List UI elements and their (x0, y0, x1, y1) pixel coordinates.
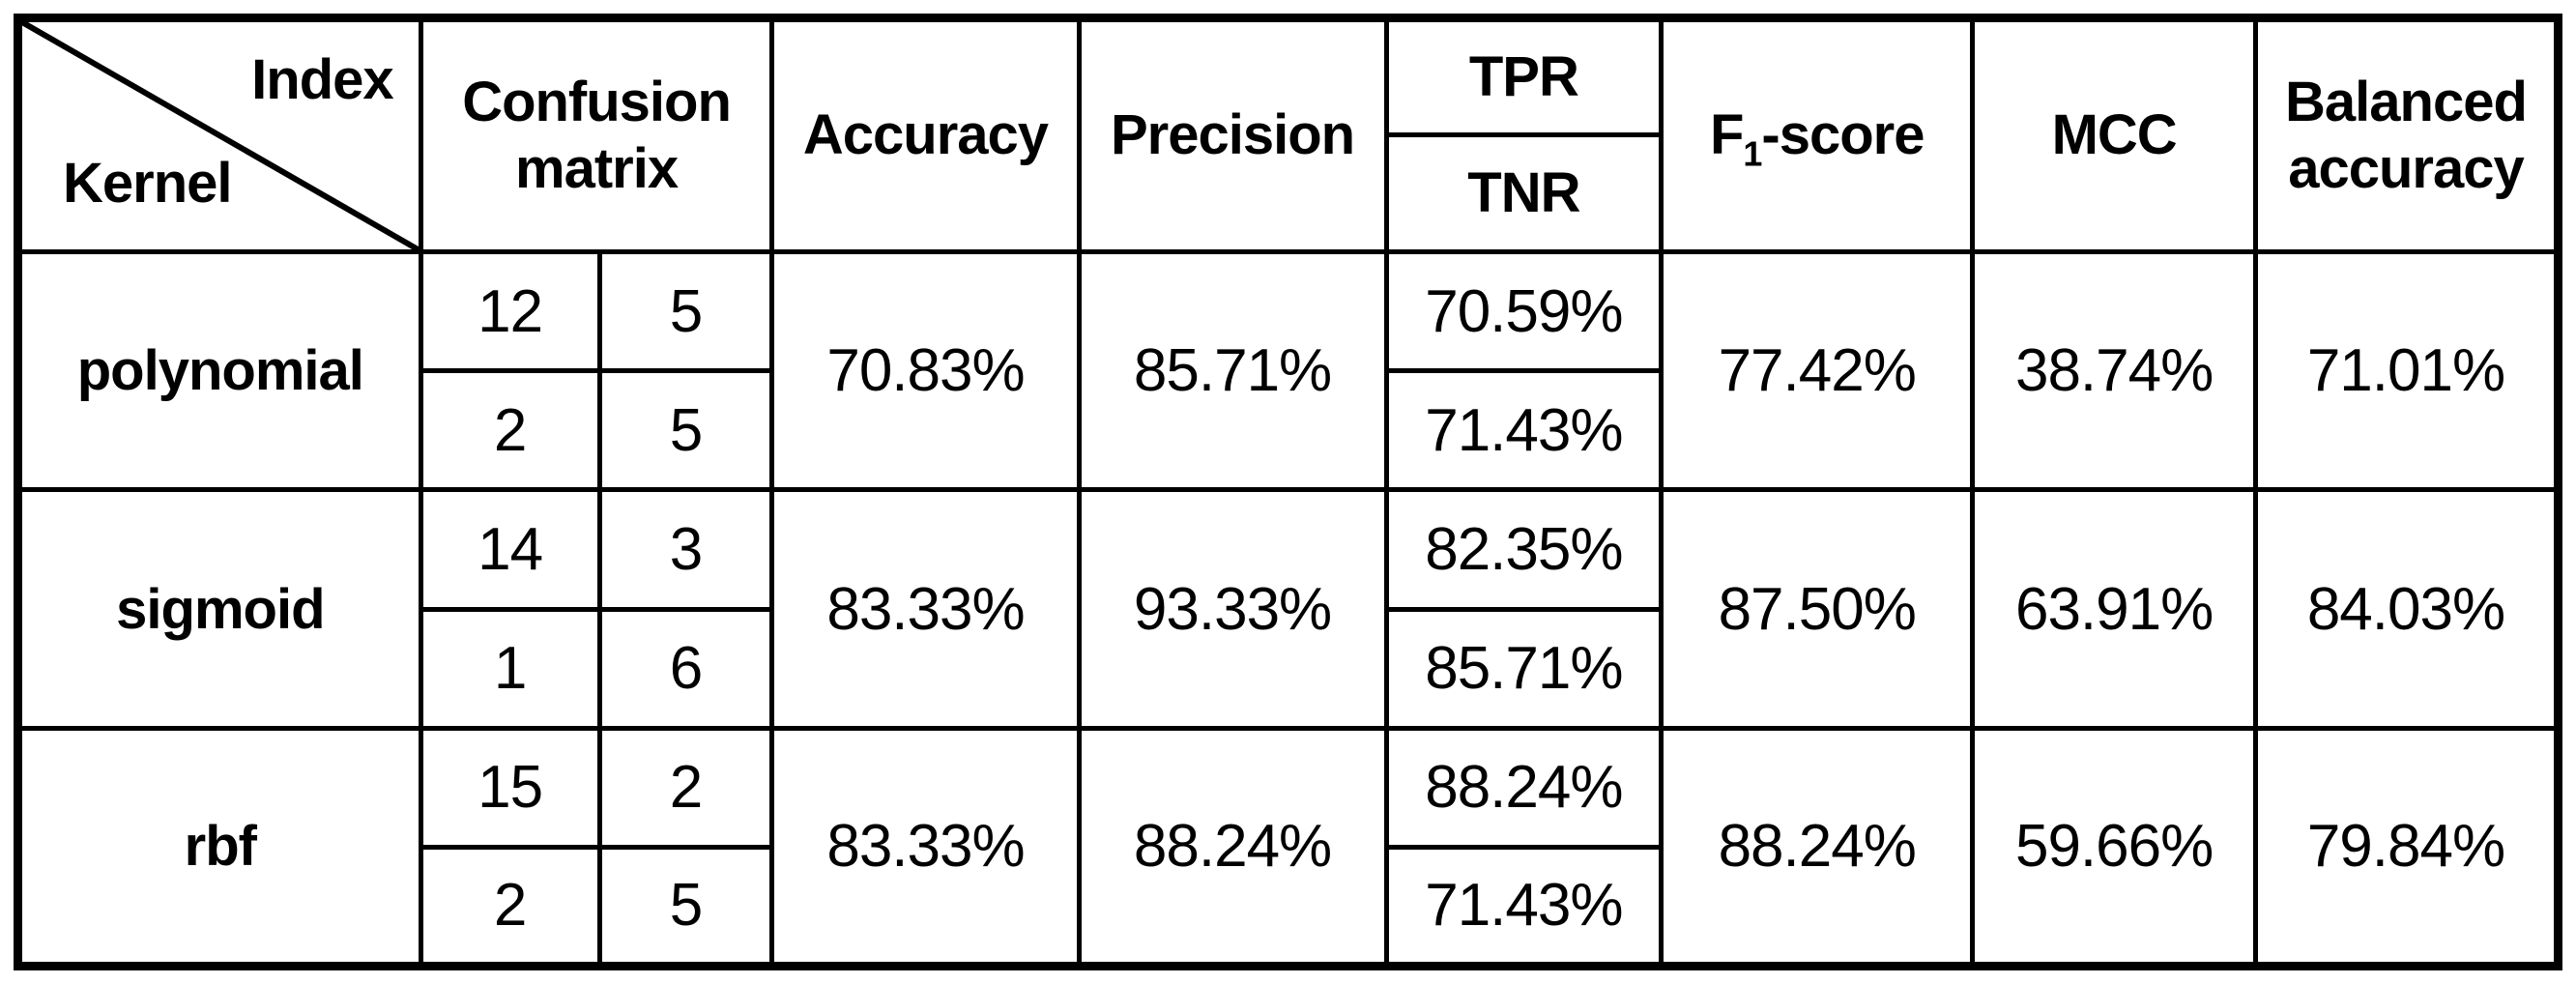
tnr-polynomial: 71.43% (1383, 368, 1664, 493)
accuracy-rbf: 83.33% (769, 725, 1082, 970)
header-balanced-accuracy: Balanced accuracy (2252, 14, 2562, 255)
f1-rbf: 88.24% (1659, 725, 1976, 970)
tnr-rbf: 71.43% (1383, 844, 1664, 970)
tnr-sigmoid: 85.71% (1383, 606, 1664, 731)
f1-suffix: -score (1761, 103, 1925, 167)
header-mcc: MCC (1970, 14, 2258, 255)
header-tpr: TPR (1383, 14, 1664, 138)
precision-rbf: 88.24% (1076, 725, 1389, 970)
balanced-sigmoid: 84.03% (2252, 487, 2562, 731)
cm-sigmoid-tl: 14 (418, 487, 602, 612)
cm-rbf-tl: 15 (418, 725, 602, 850)
diagonal-divider-line (22, 22, 419, 249)
header-tnr: TNR (1383, 132, 1664, 255)
cm-rbf-bl: 2 (418, 844, 602, 970)
header-f1-score: F1-score (1659, 14, 1976, 255)
row-axis-label: Kernel (63, 151, 233, 215)
cm-sigmoid-br: 6 (596, 606, 775, 731)
cm-polynomial-bl: 2 (418, 368, 602, 493)
mcc-sigmoid: 63.91% (1970, 487, 2258, 731)
corner-header-cell: Index Kernel (15, 14, 423, 255)
table-row-sigmoid-bottom: 1 6 85.71% (18, 606, 2559, 731)
kernel-name-rbf: rbf (15, 725, 423, 970)
cm-polynomial-tl: 12 (418, 249, 602, 374)
table-row-rbf-bottom: 2 5 71.43% (18, 844, 2559, 970)
header-row-top: Index Kernel Confusion matrix Accuracy P… (15, 14, 2562, 255)
tpr-rbf: 88.24% (1383, 725, 1664, 850)
header-accuracy: Accuracy (769, 14, 1082, 255)
header-confusion-matrix: Confusion matrix (418, 14, 775, 255)
table-row-rbf-top: rbf 15 2 83.33% 88.24% 88.24% 88.24% 59.… (15, 725, 2562, 970)
mcc-rbf: 59.66% (1970, 725, 2258, 970)
header-row-bottom: TNR (18, 132, 2559, 255)
kernel-metrics-table: Index Kernel Confusion matrix Accuracy P… (14, 14, 2562, 970)
f1-subscript: 1 (1743, 133, 1762, 174)
header-precision: Precision (1076, 14, 1389, 255)
cm-sigmoid-tr: 3 (596, 487, 775, 612)
table-row-polynomial-top: polynomial 12 5 70.83% 85.71% 70.59% 77.… (15, 249, 2562, 493)
tpr-polynomial: 70.59% (1383, 249, 1664, 374)
cm-rbf-br: 5 (596, 844, 775, 970)
tpr-sigmoid: 82.35% (1383, 487, 1664, 612)
mcc-polynomial: 38.74% (1970, 249, 2258, 493)
precision-polynomial: 85.71% (1076, 249, 1389, 493)
f1-prefix: F (1709, 103, 1744, 167)
f1-polynomial: 77.42% (1659, 249, 1976, 493)
header-balanced-line2: accuracy (2288, 136, 2525, 200)
header-balanced-line1: Balanced (2285, 71, 2528, 134)
cm-sigmoid-bl: 1 (418, 606, 602, 731)
header-confusion-line1: Confusion (462, 71, 732, 134)
header-confusion-line2: matrix (515, 136, 679, 200)
cm-rbf-tr: 2 (596, 725, 775, 850)
balanced-rbf: 79.84% (2252, 725, 2562, 970)
cm-polynomial-tr: 5 (596, 249, 775, 374)
column-axis-label: Index (251, 48, 393, 111)
accuracy-polynomial: 70.83% (769, 249, 1082, 493)
cm-polynomial-br: 5 (596, 368, 775, 493)
f1-sigmoid: 87.50% (1659, 487, 1976, 731)
accuracy-sigmoid: 83.33% (769, 487, 1082, 731)
precision-sigmoid: 93.33% (1076, 487, 1389, 731)
kernel-name-polynomial: polynomial (15, 249, 423, 493)
table-row-sigmoid-top: sigmoid 14 3 83.33% 93.33% 82.35% 87.50%… (15, 487, 2562, 731)
table-row-polynomial-bottom: 2 5 71.43% (18, 368, 2559, 493)
balanced-polynomial: 71.01% (2252, 249, 2562, 493)
kernel-name-sigmoid: sigmoid (15, 487, 423, 731)
